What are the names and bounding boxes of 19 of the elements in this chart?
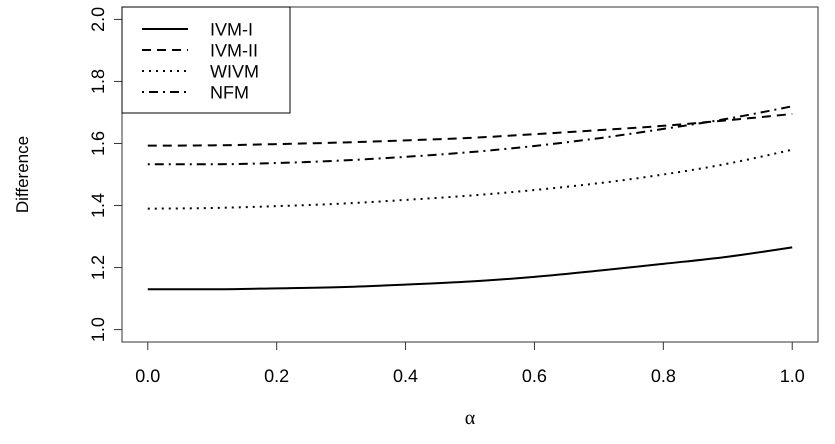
line-series xyxy=(146,246,794,290)
x-axis-title: α xyxy=(464,407,476,429)
y-tick-label: 1.0 xyxy=(88,317,108,342)
legend-label: NFM xyxy=(210,82,249,102)
y-tick-label: 1.6 xyxy=(88,130,108,156)
y-tick-label: 1.4 xyxy=(88,193,108,218)
x-tick-label: 0.2 xyxy=(264,366,290,386)
x-tick-label: 0.4 xyxy=(393,366,418,386)
legend-label: IVM-II xyxy=(210,40,258,60)
x-tick-label: 0.6 xyxy=(522,366,547,386)
y-axis-title: Difference xyxy=(13,136,32,214)
legend-label: IVM-I xyxy=(210,19,253,40)
y-tick-label: 1.8 xyxy=(88,68,108,94)
legend-label: WIVM xyxy=(210,61,259,82)
x-tick-label: 0.8 xyxy=(650,366,676,386)
y-tick-label: 2.0 xyxy=(88,6,108,32)
x-tick-label: 0.0 xyxy=(135,366,160,386)
y-tick-label: 1.2 xyxy=(88,255,108,280)
x-tick-label: 1.0 xyxy=(780,366,805,386)
